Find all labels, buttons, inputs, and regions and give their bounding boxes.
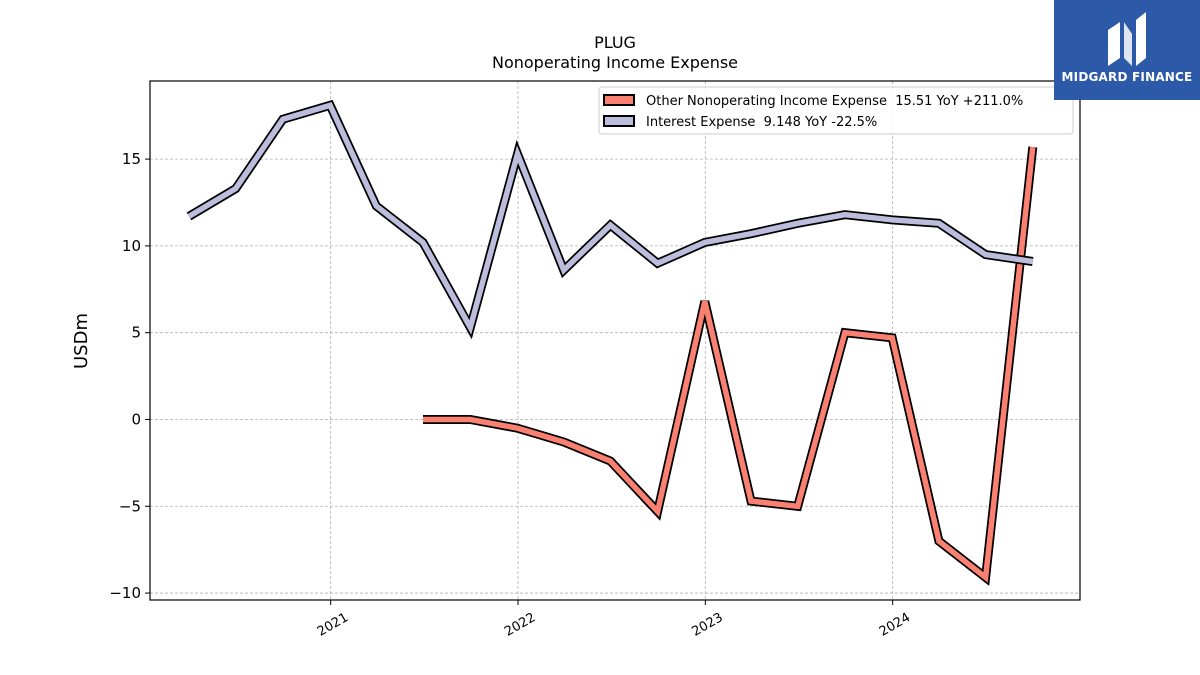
- legend-swatch-other: [603, 94, 635, 106]
- y-tick-label: 5: [131, 324, 141, 342]
- series-line-outline: [423, 146, 1038, 586]
- series-1: [186, 99, 1034, 340]
- y-tick-label: −10: [109, 584, 141, 602]
- x-axis: 2021 2022 2023 2024: [315, 600, 913, 640]
- series-lines: [186, 99, 1038, 586]
- y-tick-label: 15: [122, 150, 141, 168]
- x-tick-label: 2022: [502, 610, 538, 640]
- legend-label-other: Other Nonoperating Income Expense 15.51 …: [646, 94, 1023, 109]
- plot-frame: [149, 80, 1081, 601]
- watermark-logo: MIDGARD FINANCE: [1054, 0, 1200, 100]
- legend: Other Nonoperating Income Expense 15.51 …: [598, 86, 1074, 135]
- y-tick-label: −5: [119, 497, 141, 515]
- chart-title: PLUG: [594, 33, 636, 52]
- y-tick-label: 10: [122, 237, 141, 255]
- x-tick-label: 2021: [315, 610, 351, 640]
- legend-box: [598, 86, 1074, 135]
- y-axis-label: USDm: [71, 313, 92, 369]
- logo-mark-icon: [1108, 12, 1146, 66]
- series-line: [423, 146, 1036, 583]
- x-tick-label: 2024: [877, 610, 913, 640]
- y-axis: −10 −5 0 5 10 15: [109, 150, 150, 602]
- series-line: [187, 101, 1034, 335]
- series-0: [423, 146, 1038, 586]
- legend-label-interest: Interest Expense 9.148 YoY -22.5%: [646, 115, 877, 130]
- y-tick-label: 0: [131, 410, 141, 428]
- watermark-text: MIDGARD FINANCE: [1061, 70, 1193, 84]
- legend-swatch-interest: [603, 115, 635, 127]
- x-tick-label: 2023: [690, 610, 726, 640]
- grid-lines: [150, 81, 1080, 600]
- chart-subtitle: Nonoperating Income Expense: [492, 53, 738, 72]
- series-line-outline: [186, 99, 1034, 340]
